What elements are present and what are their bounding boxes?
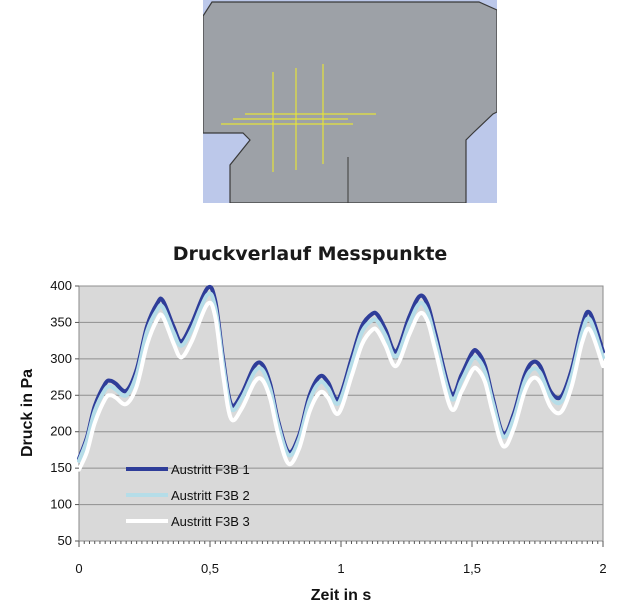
plot-area	[78, 285, 604, 542]
y-tick-label: 350	[50, 314, 72, 329]
y-tick-label: 200	[50, 424, 72, 439]
x-tick-label: 2	[599, 561, 606, 576]
chart-title: Druckverlauf Messpunkte	[172, 243, 448, 265]
geometry-view	[203, 0, 497, 203]
y-tick-label: 400	[50, 278, 72, 293]
series-line-2	[77, 291, 605, 463]
geometry-part	[203, 1, 497, 203]
y-tick-label: 300	[50, 351, 72, 366]
y-tick-label: 250	[50, 387, 72, 402]
x-tick-label: 0,5	[201, 561, 219, 576]
legend: Austritt F3B 1 Austritt F3B 2 Austritt F3B…	[126, 462, 250, 529]
series-line-3	[77, 300, 605, 472]
gridlines	[79, 285, 603, 542]
axes: 50 100 150 200 250 300 350 400 0 0,5 1 1,5 2	[50, 278, 606, 576]
pressure-chart: 50 100 150 200 250 300 350 400 0 0,5 1 1,5 2 Austrit…	[19, 278, 607, 604]
probe-lines	[221, 64, 376, 172]
series-layer	[77, 284, 605, 472]
x-tick-label: 1,5	[463, 561, 481, 576]
y-tick-label: 50	[58, 533, 72, 548]
legend-label-1: Austritt F3B 1	[171, 462, 250, 477]
y-tick-label: 150	[50, 460, 72, 475]
legend-label-3: Austritt F3B 3	[171, 514, 250, 529]
x-axis-label: Zeit in s	[311, 587, 372, 604]
legend-label-2: Austritt F3B 2	[171, 488, 250, 503]
y-axis-label: Druck in Pa	[19, 369, 36, 457]
y-tick-label: 100	[50, 497, 72, 512]
x-tick-label: 0	[75, 561, 82, 576]
x-tick-label: 1	[337, 561, 344, 576]
